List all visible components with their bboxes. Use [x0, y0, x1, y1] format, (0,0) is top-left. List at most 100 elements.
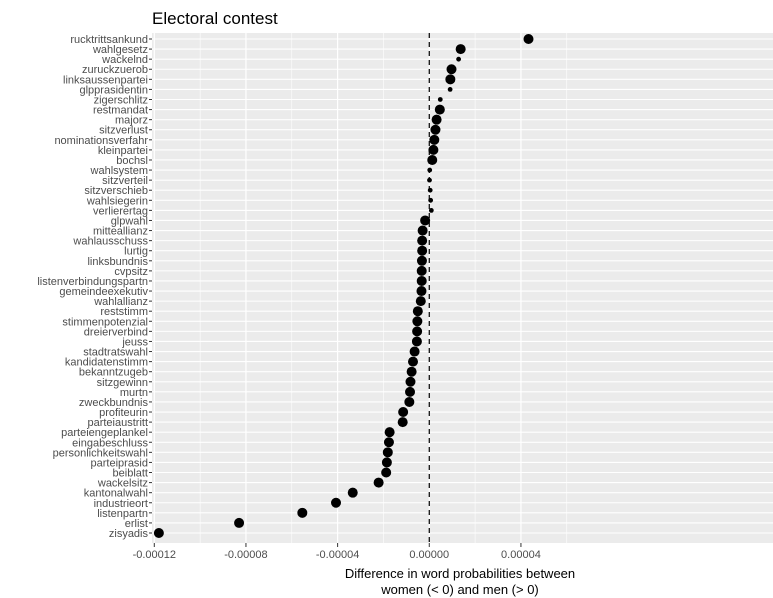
point-wackelnd — [456, 56, 462, 62]
y-tick-label: sitzverteil — [102, 175, 148, 187]
y-tick-label: zweckbundnis — [79, 397, 149, 409]
point-majorz — [431, 114, 442, 125]
y-tick-label: zisyadis — [109, 528, 149, 540]
x-tick-label: 0.00004 — [501, 549, 541, 561]
y-tick-label: parteiengeplankel — [61, 427, 148, 439]
y-tick-label: bochsl — [116, 155, 148, 167]
point-zweckbundnis — [404, 396, 415, 407]
point-zisyadis — [153, 528, 164, 538]
x-tick-label: -0.00004 — [316, 549, 359, 561]
y-tick-label: listenpartn — [97, 508, 148, 520]
y-tick-label: restmandat — [93, 105, 148, 117]
point-jeuss — [411, 336, 422, 347]
point-sitzverlust — [430, 124, 441, 135]
y-tick-label: kantonalwahl — [84, 488, 148, 500]
y-tick-label: kleinpartei — [98, 145, 148, 157]
y-tick-label: wahlallianz — [93, 296, 148, 308]
y-tick-label: erlist — [125, 518, 148, 530]
point-wahlallianz — [415, 296, 426, 307]
y-tick-label: wahlausschuss — [72, 236, 148, 248]
y-tick-label: wahlsystem — [90, 165, 148, 177]
y-tick-label: sitzgewinn — [97, 377, 148, 389]
plot-panel — [152, 33, 773, 543]
point-parteiengeplankel — [384, 427, 395, 438]
y-tick-label: nominationsverfahr — [54, 135, 148, 147]
y-tick-label: stadtratswahl — [83, 347, 148, 359]
point-wahlgesetz — [455, 44, 466, 55]
y-tick-label: profiteurin — [99, 407, 148, 419]
y-tick-label: glpwahl — [111, 215, 148, 227]
y-tick-label: majorz — [115, 115, 148, 127]
y-tick-label: zigerschlitz — [94, 94, 148, 106]
point-linksaussenpartei — [445, 74, 456, 85]
point-sitzverschieb — [427, 187, 433, 193]
point-zuruckzuerob — [446, 64, 457, 75]
y-tick-label: eingabeschluss — [72, 437, 148, 449]
point-lurtig — [417, 245, 428, 256]
point-beiblatt — [381, 467, 392, 478]
point-wahlausschuss — [417, 235, 428, 246]
y-tick-label: wackelsitz — [97, 478, 148, 490]
y-tick-label: rucktrittsankund — [70, 34, 148, 46]
y-tick-label: wahlgesetz — [92, 44, 148, 56]
point-stadtratswahl — [409, 346, 420, 357]
point-reststimm — [412, 306, 423, 317]
y-tick-label: industrieort — [94, 498, 148, 510]
point-sitzverteil — [427, 177, 432, 183]
point-verlierertag — [428, 207, 434, 213]
x-tick-label: 0.00000 — [409, 549, 449, 561]
data-points — [153, 34, 534, 538]
point-wackelsitz — [373, 477, 384, 488]
point-restmandat — [434, 104, 445, 115]
y-tick-label: listenverbindungspartn — [37, 276, 148, 288]
y-tick-label: linksbundnis — [87, 256, 148, 268]
point-rucktrittsankund — [523, 34, 534, 44]
point-profiteurin — [398, 407, 409, 418]
y-tick-label: jeuss — [121, 336, 148, 348]
y-tick-label: lurtig — [124, 246, 148, 258]
point-listenpartn — [297, 507, 308, 518]
y-tick-label: murtn — [120, 387, 148, 399]
point-listenverbindungspartn — [416, 275, 427, 286]
point-personlichkeitswahl — [382, 447, 393, 458]
point-sitzgewinn — [405, 376, 416, 387]
y-tick-label: gemeindeexekutiv — [59, 286, 148, 298]
y-tick-label: bekanntzugeb — [79, 367, 148, 379]
point-gemeindeexekutiv — [416, 286, 427, 297]
point-dreierverbind — [412, 326, 423, 337]
y-tick-label: verlierertag — [93, 205, 148, 217]
point-industrieort — [331, 497, 342, 508]
point-wahlsiegerin — [428, 197, 434, 203]
point-bekanntzugeb — [406, 366, 417, 377]
point-kandidatenstimm — [408, 356, 419, 367]
point-parteiaustritt — [397, 417, 408, 428]
y-tick-label: cvpsitz — [114, 266, 148, 278]
point-glpwahl — [420, 215, 431, 226]
point-kleinpartei — [428, 144, 439, 155]
y-tick-label: parteiaustritt — [87, 417, 148, 429]
y-tick-label: personlichkeitswahl — [53, 447, 148, 459]
y-tick-label: glpprasidentin — [80, 84, 149, 96]
y-tick-label: beiblatt — [113, 468, 148, 480]
point-bochsl — [427, 154, 438, 165]
point-mitteallianz — [417, 225, 428, 236]
y-tick-label: stimmenpotenzial — [62, 316, 148, 328]
y-axis-labels: rucktrittsankundwahlgesetzwackelndzuruck… — [37, 34, 152, 540]
point-zigerschlitz — [437, 97, 443, 102]
y-tick-label: sitzverschieb — [84, 185, 148, 197]
y-tick-label: reststimm — [100, 306, 148, 318]
point-murtn — [405, 386, 416, 397]
point-glpprasidentin — [447, 87, 453, 92]
point-stimmenpotenzial — [412, 316, 423, 327]
y-tick-label: kandidatenstimm — [65, 357, 148, 369]
y-tick-label: parteiprasid — [91, 457, 148, 469]
point-linksbundnis — [416, 255, 427, 266]
y-tick-label: mitteallianz — [93, 226, 148, 238]
point-parteiprasid — [381, 457, 392, 468]
x-tick-label: -0.00008 — [224, 549, 267, 561]
y-tick-label: wahlsiegerin — [86, 195, 148, 207]
x-axis: -0.00012 -0.00008 -0.00004 0.00000 0.00004 — [133, 543, 541, 561]
y-tick-label: dreierverbind — [84, 326, 148, 338]
x-axis-title-line-1: Difference in word probabilities between — [345, 566, 575, 581]
